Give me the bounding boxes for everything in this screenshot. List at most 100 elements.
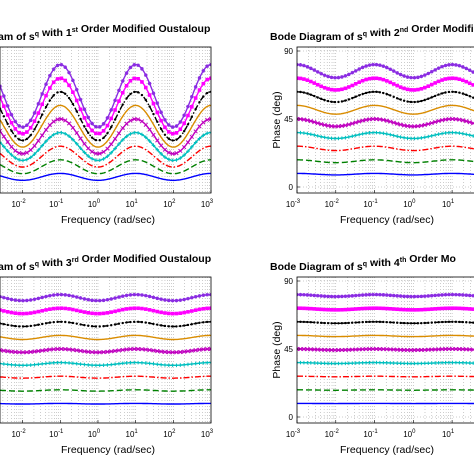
series-marker <box>297 346 300 352</box>
series-marker <box>125 97 128 100</box>
series-marker <box>406 100 409 103</box>
series-marker <box>378 292 382 297</box>
x-tick-label: 101 <box>442 199 455 209</box>
series-marker <box>350 70 355 75</box>
series-marker <box>132 130 137 135</box>
series-marker <box>86 123 91 127</box>
x-tick-label: 102 <box>163 429 176 439</box>
series-marker <box>186 362 190 367</box>
series-line-1 <box>0 402 211 405</box>
series-marker <box>202 95 205 98</box>
series-marker <box>21 363 25 368</box>
series-marker <box>63 360 68 365</box>
series-marker <box>350 121 355 126</box>
series-marker <box>343 307 348 312</box>
series-marker <box>9 297 14 302</box>
series-marker <box>309 361 313 365</box>
series-marker <box>144 321 147 324</box>
series-marker <box>457 63 462 68</box>
series-marker <box>405 307 410 312</box>
series-marker <box>382 91 385 95</box>
series-marker <box>385 293 389 297</box>
series-marker <box>13 363 18 367</box>
series-marker <box>447 360 451 365</box>
series-marker <box>336 88 341 92</box>
series-marker <box>460 347 465 352</box>
series-marker <box>429 361 434 365</box>
series-marker <box>347 135 351 139</box>
series-marker <box>63 78 68 83</box>
series-marker <box>467 307 472 311</box>
series-marker <box>308 118 313 124</box>
series-marker <box>148 322 151 325</box>
series-marker <box>440 131 444 136</box>
series-marker <box>465 321 468 324</box>
series-marker <box>94 124 98 129</box>
series-marker <box>109 108 114 112</box>
x-tick-label: 10-1 <box>363 429 378 439</box>
series-marker <box>451 320 454 324</box>
series-marker <box>201 133 206 138</box>
series-marker <box>305 131 310 136</box>
series-marker <box>170 298 175 303</box>
series-marker <box>454 76 458 81</box>
series-marker <box>381 64 386 69</box>
series-marker <box>179 135 182 138</box>
series-marker <box>13 311 18 315</box>
series-marker <box>447 292 451 297</box>
series-marker <box>398 307 403 312</box>
series-marker <box>205 131 209 136</box>
series-marker <box>94 363 98 368</box>
series-marker <box>395 361 399 365</box>
series-marker <box>117 142 121 146</box>
axes-frame <box>296 46 474 194</box>
series-marker <box>374 116 379 122</box>
series-marker <box>205 346 210 352</box>
series-marker <box>351 96 354 100</box>
series-marker <box>426 121 431 127</box>
series-marker <box>136 91 140 94</box>
series-marker <box>82 310 87 314</box>
series-marker <box>97 131 102 136</box>
series-marker <box>422 122 427 128</box>
series-marker <box>426 307 431 312</box>
series-marker <box>33 128 36 131</box>
series-marker <box>367 131 372 135</box>
series-line-7 <box>0 91 211 142</box>
series-marker <box>105 297 110 302</box>
series-marker <box>5 362 10 367</box>
series-marker <box>460 118 465 123</box>
series-marker <box>461 306 465 311</box>
series-marker <box>409 100 413 104</box>
series-marker <box>86 349 91 354</box>
series-marker <box>447 90 451 94</box>
series-marker <box>450 76 455 81</box>
series-marker <box>14 324 17 328</box>
series-marker <box>201 293 206 297</box>
series-marker <box>36 296 41 301</box>
series-marker <box>412 75 417 80</box>
series-marker <box>78 348 83 354</box>
series-marker <box>20 350 26 355</box>
series-marker <box>82 349 87 354</box>
series-marker <box>82 141 87 146</box>
series-marker <box>391 347 396 352</box>
series-marker <box>55 346 60 352</box>
x-tick-label: 102 <box>163 199 176 209</box>
series-marker <box>347 85 351 89</box>
series-marker <box>446 116 452 122</box>
series-marker <box>162 349 168 355</box>
series-marker <box>25 123 29 128</box>
chart-panel-1: 10-2 10-1 100 101 102 103 Frequency (rad/sec) a… <box>0 23 214 226</box>
series-marker <box>437 321 440 324</box>
series-line-6 <box>0 334 211 341</box>
series-marker <box>78 296 83 300</box>
series-marker <box>136 320 140 324</box>
series-marker <box>443 306 448 311</box>
series-marker <box>426 71 431 76</box>
series-marker <box>395 321 399 324</box>
series-marker <box>9 144 14 149</box>
series-marker <box>419 347 424 353</box>
series-marker <box>298 306 303 311</box>
series-marker <box>105 123 110 128</box>
